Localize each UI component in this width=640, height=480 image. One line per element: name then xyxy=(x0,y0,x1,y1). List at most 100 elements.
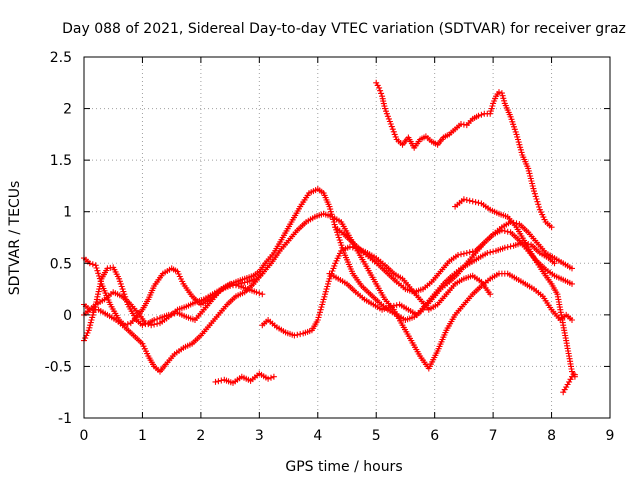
data-point-marker xyxy=(487,291,494,298)
data-point-marker xyxy=(531,188,537,195)
data-point-marker xyxy=(498,90,505,97)
data-point-marker xyxy=(97,278,104,285)
data-point-marker xyxy=(463,197,470,203)
data-point-marker xyxy=(326,275,333,282)
data-point-marker xyxy=(466,197,473,204)
data-point-marker xyxy=(389,126,396,133)
data-point-marker xyxy=(265,375,272,382)
data-series-2 xyxy=(81,210,575,375)
data-point-marker xyxy=(518,149,525,156)
data-point-marker xyxy=(487,249,494,256)
data-point-marker xyxy=(390,302,397,309)
data-point-marker xyxy=(490,248,497,255)
data-point-marker xyxy=(94,293,101,300)
data-point-marker xyxy=(318,304,325,311)
data-point-marker xyxy=(93,265,100,271)
data-point-marker xyxy=(383,110,390,117)
data-point-marker xyxy=(514,133,521,140)
x-tick-label: 8 xyxy=(547,428,556,444)
data-point-marker xyxy=(388,123,395,130)
data-point-marker xyxy=(327,206,334,213)
data-point-marker xyxy=(531,190,538,197)
data-series-10 xyxy=(452,196,578,380)
data-point-marker xyxy=(95,270,102,277)
data-point-marker xyxy=(256,290,263,297)
data-point-marker xyxy=(314,317,321,323)
data-point-marker xyxy=(319,299,326,305)
data-series-9 xyxy=(373,79,555,231)
data-point-marker xyxy=(154,320,161,327)
ticks: 0 1 2 3 4 5 6 7 8 9 -1 -0.5 0 0.5 1 1.5 2 2.5 xyxy=(45,50,615,444)
data-point-marker xyxy=(338,242,345,249)
data-point-marker xyxy=(120,288,127,295)
data-point-marker xyxy=(329,213,336,220)
data-point-marker xyxy=(501,97,508,104)
data-point-marker xyxy=(89,311,96,318)
data-point-marker xyxy=(466,249,473,256)
data-point-marker xyxy=(536,204,542,210)
data-point-marker xyxy=(563,384,570,391)
series-layer xyxy=(81,79,578,396)
data-point-marker xyxy=(498,227,505,234)
y-tick-label: 1 xyxy=(63,205,72,221)
data-point-marker xyxy=(121,322,128,329)
data-point-marker xyxy=(148,322,155,329)
data-point-marker xyxy=(218,377,225,384)
x-tick-label: 2 xyxy=(196,428,205,444)
data-point-marker xyxy=(478,111,485,118)
data-point-marker xyxy=(145,321,152,328)
data-point-marker xyxy=(569,265,575,272)
data-point-marker xyxy=(458,251,464,258)
data-point-marker xyxy=(529,183,536,189)
data-point-marker xyxy=(475,199,482,206)
data-point-marker xyxy=(94,267,101,274)
data-point-marker xyxy=(116,278,123,285)
data-point-marker xyxy=(82,335,89,342)
y-tick-label: -1 xyxy=(58,411,72,427)
data-point-marker xyxy=(268,374,274,381)
data-point-marker xyxy=(336,237,343,244)
y-tick-label: 0 xyxy=(63,308,72,324)
data-point-marker xyxy=(329,268,336,274)
data-point-marker xyxy=(253,289,260,296)
data-point-marker xyxy=(469,198,476,205)
y-tick-label: 1.5 xyxy=(50,153,72,169)
data-point-marker xyxy=(323,286,330,293)
data-series-5 xyxy=(212,370,277,386)
data-point-marker xyxy=(88,317,95,323)
data-point-marker xyxy=(526,170,533,177)
data-point-marker xyxy=(92,262,99,269)
data-point-marker xyxy=(346,243,353,250)
y-axis-title: SDTVAR / TECUs xyxy=(7,181,23,296)
data-point-marker xyxy=(489,103,496,109)
grid xyxy=(84,57,610,418)
data-point-marker xyxy=(96,275,103,282)
data-point-marker xyxy=(390,128,397,135)
data-point-marker xyxy=(233,281,239,288)
data-point-marker xyxy=(87,322,94,329)
data-point-marker xyxy=(516,141,523,148)
x-tick-label: 4 xyxy=(313,428,322,444)
data-point-marker xyxy=(321,293,328,300)
data-point-marker xyxy=(504,228,511,235)
data-point-marker xyxy=(535,201,542,208)
data-point-marker xyxy=(317,306,324,313)
data-point-marker xyxy=(118,283,125,290)
data-point-marker xyxy=(241,279,248,286)
data-point-marker xyxy=(259,270,266,277)
data-point-marker xyxy=(484,250,491,256)
data-point-marker xyxy=(534,198,541,205)
data-point-marker xyxy=(322,288,329,295)
data-point-marker xyxy=(331,262,338,269)
data-point-marker xyxy=(551,260,558,267)
data-point-marker xyxy=(316,311,323,318)
data-point-marker xyxy=(393,302,400,309)
x-tick-label: 6 xyxy=(430,428,439,444)
data-point-marker xyxy=(317,309,323,316)
data-point-marker xyxy=(515,139,522,146)
data-point-marker xyxy=(87,319,94,326)
data-point-marker xyxy=(532,193,539,200)
y-tick-label: -0.5 xyxy=(45,359,72,375)
data-point-marker xyxy=(387,121,394,127)
